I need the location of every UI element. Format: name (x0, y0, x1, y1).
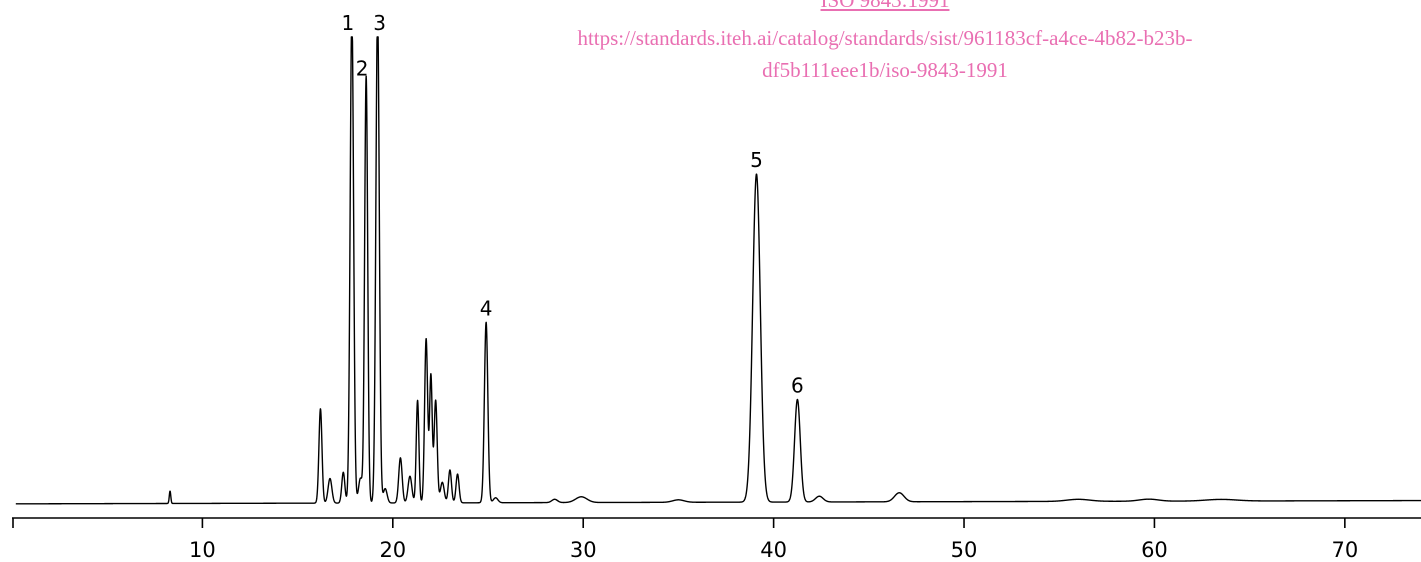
peak-apex (456, 473, 459, 475)
peak-apex (495, 497, 497, 499)
peak-label-4: 4 (480, 296, 493, 320)
peak-labels: 123 4 5 6 (169, 11, 1222, 501)
peak-apex (430, 373, 432, 375)
peak-apex (319, 408, 322, 410)
peak-label-3: 3 (373, 11, 386, 35)
peak-apex (1148, 498, 1150, 500)
peak-apex (416, 399, 419, 401)
peak-apex (384, 488, 386, 490)
peak-apex (677, 499, 680, 501)
peak-apex (359, 477, 362, 479)
peak-apex (898, 492, 900, 494)
watermark-standard-link[interactable]: ISO 9843:1991 (820, 0, 950, 12)
peak-apex (1220, 498, 1222, 500)
peak-apex (796, 398, 799, 401)
peak-apex (1077, 498, 1079, 500)
x-tick-label: 20 (379, 538, 406, 562)
peak-apex (425, 338, 427, 340)
peak-apex (376, 36, 379, 38)
peak-apex (399, 457, 402, 459)
peak-label-6: 6 (791, 374, 804, 398)
x-axis: 10 20 30 40 50 60 70 (12, 517, 1421, 562)
peak-apex (441, 481, 443, 483)
peak-apex (329, 477, 331, 480)
watermark-url-line-2[interactable]: df5b111eee1b/iso-9843-1991 (762, 58, 1008, 82)
peak-apex (818, 495, 820, 497)
peak-apex (449, 469, 451, 471)
peak-apex (435, 399, 437, 401)
peak-label-1: 1 (342, 11, 355, 35)
chromatogram-trace (15, 36, 1421, 505)
peak-apex (365, 75, 367, 77)
watermark-url-line-1[interactable]: https://standards.iteh.ai/catalog/standa… (577, 26, 1193, 50)
peak-label-2: 2 (356, 56, 369, 80)
peak-apex (169, 490, 171, 492)
x-tick-label: 40 (760, 538, 787, 562)
peak-apex (580, 496, 582, 498)
peak-apex (755, 173, 758, 175)
peak-apex (351, 36, 353, 38)
peak-label-5: 5 (750, 148, 763, 172)
x-tick-label: 60 (1141, 538, 1168, 562)
peak-apex (554, 498, 556, 500)
x-tick-label: 30 (570, 538, 597, 562)
x-tick-label: 10 (189, 538, 216, 562)
x-tick-label: 70 (1331, 538, 1358, 562)
peak-apex (409, 475, 411, 477)
peak-apex (485, 321, 487, 323)
chromatogram-trace-group (15, 36, 1421, 505)
peak-apex (342, 471, 344, 473)
x-tick-label: 50 (951, 538, 978, 562)
